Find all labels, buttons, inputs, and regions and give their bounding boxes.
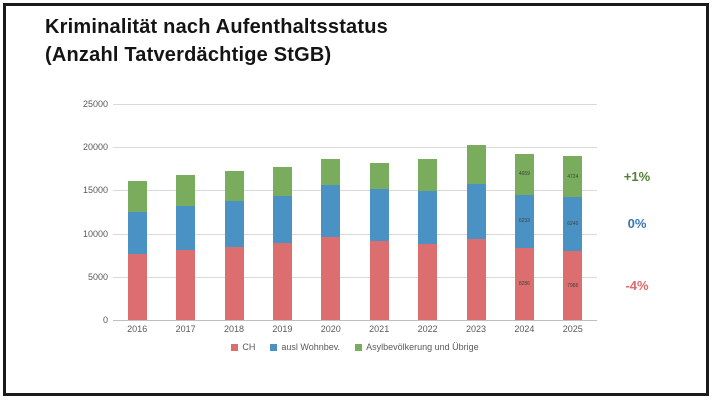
bar-value-label: 4724 bbox=[567, 173, 579, 180]
chart-title-line1: Kriminalität nach Aufenthaltsstatus bbox=[45, 16, 388, 38]
x-tick-label: 2019 bbox=[272, 324, 293, 334]
legend-label: CH bbox=[242, 342, 256, 352]
x-tick-label: 2017 bbox=[175, 324, 196, 334]
bar-segment bbox=[466, 183, 486, 240]
legend-item: ausl Wohnbev. bbox=[270, 342, 340, 352]
bar-value-label: 4659 bbox=[518, 171, 530, 178]
percent-change-label: -4% bbox=[625, 277, 649, 293]
bar-segment bbox=[272, 167, 292, 196]
gridline bbox=[113, 104, 597, 105]
bar-segment bbox=[272, 196, 292, 243]
y-tick-label: 0 bbox=[102, 315, 108, 325]
bar-segment bbox=[321, 237, 341, 320]
legend-item: Asylbevölkerung und Übrige bbox=[355, 342, 479, 352]
bar-segment bbox=[321, 158, 341, 186]
bar-segment bbox=[466, 145, 486, 184]
bar-segment bbox=[224, 200, 244, 247]
x-tick-label: 2018 bbox=[223, 324, 245, 334]
bar-segment bbox=[127, 180, 147, 212]
legend-swatch bbox=[270, 343, 278, 351]
legend-item: CH bbox=[231, 342, 255, 352]
y-tick-label: 5000 bbox=[87, 271, 108, 282]
legend: CH ausl Wohnbev. Asylbevölkerung und Übrig… bbox=[113, 341, 597, 353]
bar-segment bbox=[514, 248, 534, 320]
percent-change-label: +1% bbox=[623, 168, 651, 184]
bar-segment bbox=[563, 251, 583, 320]
bar-segment bbox=[176, 174, 196, 206]
bar-value-label: 6240 bbox=[567, 221, 579, 228]
x-tick-label: 2021 bbox=[369, 324, 390, 334]
percent-change-label: 0% bbox=[627, 216, 647, 232]
bar-segment bbox=[563, 197, 583, 251]
y-tick-label: 20000 bbox=[82, 142, 108, 153]
x-tick-label: 2016 bbox=[127, 324, 148, 334]
bar-segment bbox=[321, 185, 341, 238]
y-tick-label: 15000 bbox=[82, 185, 108, 196]
x-tick-label: 2024 bbox=[514, 324, 535, 334]
bar-segment bbox=[514, 194, 534, 249]
x-tick-label: 2020 bbox=[320, 324, 341, 334]
bar-segment bbox=[466, 239, 486, 320]
bar-segment bbox=[176, 205, 196, 250]
bar-segment bbox=[418, 243, 438, 320]
bar-segment bbox=[514, 154, 534, 195]
legend-swatch bbox=[355, 343, 363, 351]
chart-title-line2: (Anzahl Tatverdächtige StGB) bbox=[45, 44, 332, 66]
y-tick-label: 10000 bbox=[82, 228, 108, 239]
bar-value-label: 8286 bbox=[518, 281, 530, 288]
legend-label: ausl Wohnbev. bbox=[281, 342, 341, 352]
gridline bbox=[113, 276, 597, 278]
bar-value-label: 6233 bbox=[518, 218, 530, 225]
bar-segment bbox=[563, 156, 583, 198]
gridline bbox=[113, 190, 597, 192]
bar-segment bbox=[418, 158, 438, 191]
bar-segment bbox=[369, 189, 389, 241]
x-tick-label: 2022 bbox=[417, 324, 438, 334]
bar-segment bbox=[272, 242, 292, 320]
bar-segment bbox=[127, 211, 147, 255]
x-tick-label: 2023 bbox=[465, 324, 487, 334]
bar-segment bbox=[176, 250, 196, 320]
legend-label: Asylbevölkerung und Übrige bbox=[366, 342, 479, 352]
bar-segment bbox=[127, 254, 147, 320]
slide-border bbox=[3, 3, 709, 396]
bar-segment bbox=[224, 246, 244, 320]
bar-segment bbox=[369, 240, 389, 320]
bar-value-label: 7986 bbox=[567, 282, 579, 289]
gridline bbox=[113, 147, 597, 149]
x-tick-label: 2025 bbox=[562, 324, 583, 334]
x-axis-line bbox=[113, 320, 597, 321]
chart-title: Kriminalität nach Aufenthaltsstatus (Anz… bbox=[45, 13, 388, 69]
bar-segment bbox=[418, 190, 438, 244]
bar-segment bbox=[369, 162, 389, 190]
legend-swatch bbox=[231, 343, 239, 351]
gridline bbox=[113, 233, 597, 235]
bar-segment bbox=[224, 170, 244, 201]
y-tick-label: 25000 bbox=[82, 99, 108, 109]
